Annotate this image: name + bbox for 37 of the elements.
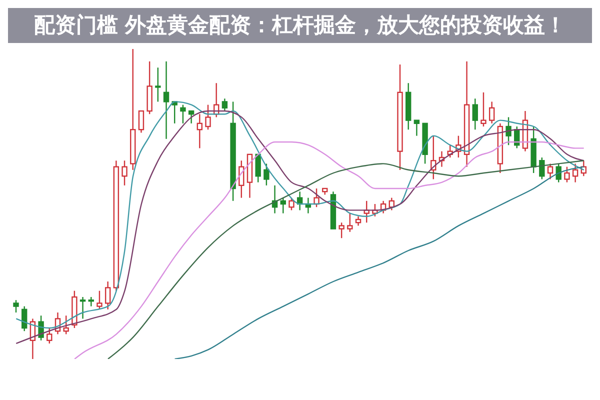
candlestick [288,197,294,211]
candlestick [196,114,203,149]
candlestick [547,163,554,180]
candlestick [472,98,478,130]
candlestick [314,188,320,208]
candlestick [480,92,486,128]
candlestick [13,300,19,314]
candlestick [564,166,570,183]
candlestick [180,104,186,124]
candlestick [222,98,228,112]
candlestick [46,327,52,344]
candlestick [264,163,270,186]
candlestick [488,101,495,124]
candlestick [80,296,86,320]
candlestick [155,67,161,102]
candlestick [96,290,102,310]
candlestick [539,156,545,180]
candlestick [255,154,261,183]
candlestick [63,315,69,335]
candlestick [280,197,286,214]
candlestick [572,163,578,183]
candlestick [88,296,94,307]
candlestick [414,120,420,136]
candlestick [163,60,170,140]
candlestick [205,104,211,130]
candlestick [355,216,362,226]
candlestick [347,212,353,232]
candlestick [556,163,562,183]
candlestick [447,144,453,158]
candlestick [506,116,512,146]
candlestick [338,222,344,239]
candlestick [138,110,144,134]
candlestick [22,306,28,332]
candlestick [122,160,128,186]
candlestick [188,110,194,124]
candlestick [104,280,111,310]
chart-title: 配资门槛 外盘黄金配资：杠杆掘金，放大您的投资收益！ [8,8,592,43]
